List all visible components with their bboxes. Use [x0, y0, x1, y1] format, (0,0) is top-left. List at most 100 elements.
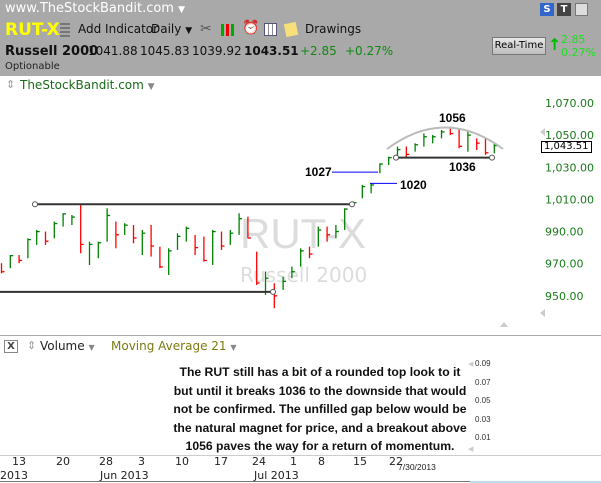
date-tick-label: 24 [252, 455, 266, 468]
ohlc-bar [18, 255, 23, 264]
date-tick-label: 3 [138, 455, 145, 468]
ma-label: Moving Average 21 [111, 339, 227, 353]
ohlc-bar [370, 183, 375, 194]
ohlc-bar [300, 248, 304, 267]
scrollbar[interactable] [470, 481, 601, 483]
s-button[interactable]: S [540, 3, 554, 16]
y-tick-label: 1,010.00 [545, 193, 594, 206]
close-panel-button[interactable]: X [4, 340, 18, 353]
ohlc-bar [379, 163, 383, 174]
date-tick-label: 20 [56, 455, 70, 468]
chart-header-dropdown[interactable]: TheStockBandit.com ▼ [20, 78, 155, 92]
y-tick-label: 1,030.00 [545, 161, 594, 174]
quote-last: 1043.51 [244, 44, 299, 58]
optionable-label: Optionable [5, 61, 60, 72]
line-handle [489, 154, 495, 161]
volume-dropdown[interactable]: Volume ▼ [40, 339, 95, 353]
date-axis [0, 455, 601, 483]
ohlc-bar [291, 266, 295, 279]
line-handle [393, 154, 399, 161]
moving-average-dropdown[interactable]: Moving Average 21 ▼ [111, 339, 237, 353]
volume-axis-label: 0.03 [475, 415, 491, 424]
date-tick-label: 22 [389, 455, 403, 468]
scroll-arrow-icon [540, 309, 545, 317]
ohlc-bar [194, 234, 199, 256]
s-label: S [543, 4, 551, 15]
calendar-add-icon[interactable] [264, 23, 277, 36]
site-label: www.TheStockBandit.com [5, 1, 174, 16]
ohlc-bar [282, 276, 287, 290]
period-label: Daily [151, 22, 182, 36]
ohlc-bar [308, 246, 313, 259]
indicator-chart-icon[interactable] [221, 24, 234, 36]
ohlc-bar [484, 138, 489, 155]
list-icon[interactable] [60, 23, 70, 37]
ohlc-bar [476, 138, 480, 150]
ohlc-bar [220, 231, 225, 250]
ohlc-bar [458, 128, 463, 149]
add-indicator-button[interactable]: Add Indicator [78, 22, 159, 36]
date-tick-label: 28 [99, 455, 113, 468]
gap-top-label: 1027 [305, 165, 332, 179]
ohlc-bar [9, 255, 14, 269]
t-button[interactable]: T [557, 3, 571, 16]
ohlc-bar [44, 231, 49, 245]
y-tick-label: 1,050.00 [545, 129, 594, 142]
ohlc-bar [467, 129, 471, 152]
ohlc-bar [150, 224, 155, 257]
ohlc-bar [62, 213, 67, 227]
month-label: Jul 2013 [254, 469, 299, 482]
gap-bottom-label: 1020 [400, 178, 427, 192]
scroll-arrow-icon [540, 128, 545, 136]
ohlc-bar [159, 246, 163, 269]
quote-high: 1045.83 [140, 44, 190, 58]
up-arrow-icon: ↑ [548, 35, 562, 54]
volume-axis-label: 0.01 [475, 433, 491, 442]
chevron-down-icon: ▼ [178, 5, 186, 15]
alarm-clock-icon[interactable]: ⏰ [242, 20, 260, 36]
t-label: T [560, 4, 568, 15]
toolbar-header: www.TheStockBandit.com ▼ S T RUT-X Add I… [0, 0, 601, 76]
rounded-top-arc [386, 126, 504, 150]
quote-name: Russell 2000 [5, 44, 99, 59]
save-icon[interactable] [575, 3, 588, 16]
date-tick-label: 15 [353, 455, 367, 468]
last-date-label: 7/30/2013 [398, 462, 436, 472]
drag-handle-icon[interactable]: ⇕ [6, 78, 16, 91]
range-high-label: 1056 [439, 111, 466, 125]
ohlc-bar [0, 263, 5, 274]
ohlc-bar [212, 229, 216, 265]
ohlc-bar [317, 226, 322, 247]
ohlc-bar [115, 221, 119, 249]
volume-axis-label: 0.05 [475, 396, 491, 405]
ohlc-bar [36, 229, 40, 245]
symbol-label: RUT-X [5, 20, 60, 40]
chevron-down-icon: ▼ [230, 343, 237, 352]
tools-icon[interactable]: ✂ [200, 21, 212, 37]
drawings-button[interactable]: Drawings [305, 22, 362, 36]
period-dropdown[interactable]: Daily ▼ [151, 22, 192, 36]
quote-open: 1041.88 [88, 44, 138, 58]
chevron-down-icon: ▼ [185, 26, 193, 36]
realtime-button[interactable]: Real-Time [492, 37, 546, 55]
rt-percent: 0.27% [561, 46, 596, 59]
date-tick-label: 1 [290, 455, 297, 468]
ohlc-bar [440, 129, 445, 139]
date-tick-label: 8 [318, 455, 325, 468]
ohlc-bar [185, 226, 190, 242]
quote-percent: +0.27% [345, 44, 394, 58]
date-tick-label: 13 [12, 455, 26, 468]
ohlc-bar [132, 224, 137, 244]
commentary-note: The RUT still has a bit of a rounded top… [173, 365, 467, 453]
close-icon: X [7, 341, 15, 352]
date-tick-label: 17 [214, 455, 228, 468]
y-tick-label: 970.00 [545, 258, 584, 271]
scroll-arrow-icon [500, 322, 508, 327]
scroll-left-icon[interactable]: ◀ [468, 360, 474, 368]
ohlc-bar [97, 241, 102, 259]
ohlc-bar [405, 146, 410, 159]
scroll-left-icon[interactable]: ◀ [468, 445, 474, 453]
drag-handle-icon[interactable]: ⇕ [27, 339, 37, 352]
site-dropdown[interactable]: www.TheStockBandit.com ▼ [5, 1, 185, 16]
ohlc-bar [335, 224, 339, 239]
